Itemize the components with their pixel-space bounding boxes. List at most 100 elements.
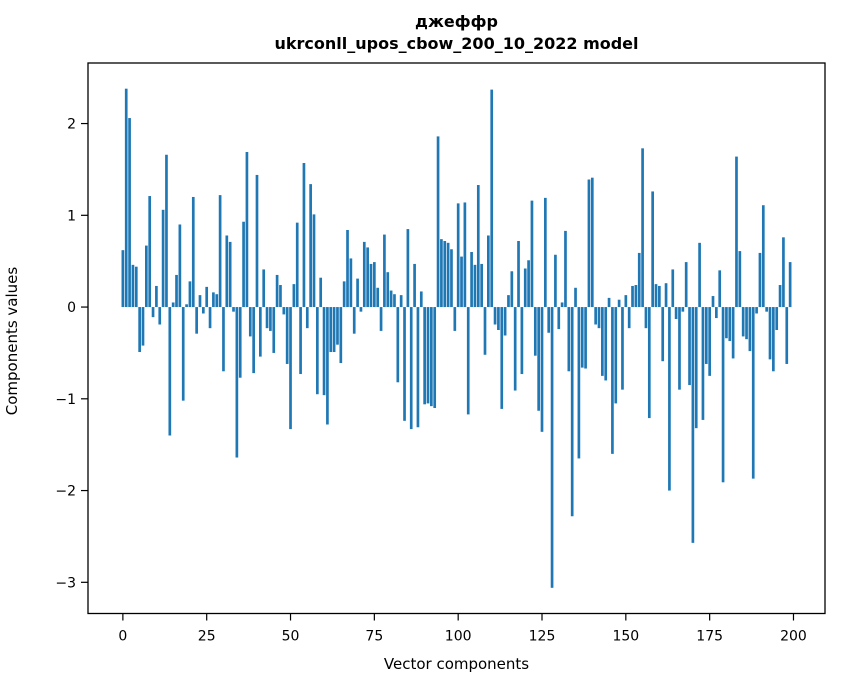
bar-187 <box>748 307 752 352</box>
bar-68 <box>349 258 353 308</box>
bar-39 <box>252 307 255 374</box>
bar-173 <box>701 307 705 420</box>
bar-96 <box>443 241 447 308</box>
bar-95 <box>440 239 443 308</box>
bar-9 <box>151 307 155 318</box>
bar-67 <box>346 229 349 308</box>
bar-141 <box>594 307 597 325</box>
bar-155 <box>641 148 644 308</box>
bar-113 <box>500 307 504 409</box>
bar-154 <box>637 252 641 308</box>
bar-144 <box>604 307 608 381</box>
bar-152 <box>631 285 634 308</box>
bar-50 <box>289 307 292 430</box>
x-tick-label: 150 <box>612 629 639 645</box>
bar-177 <box>715 307 718 319</box>
bar-156 <box>644 307 648 329</box>
bar-93 <box>433 307 437 408</box>
bar-4 <box>134 266 138 308</box>
bar-57 <box>312 214 316 308</box>
x-tick-label: 125 <box>529 629 556 645</box>
bar-2 <box>128 118 131 308</box>
bar-98 <box>450 249 453 308</box>
bar-167 <box>681 307 685 312</box>
axes-frame <box>87 62 826 615</box>
bar-192 <box>765 307 768 312</box>
bar-133 <box>567 307 571 372</box>
chart-title: джеффр ukrconll_upos_cbow_200_10_2022 mo… <box>88 11 825 55</box>
bar-125 <box>540 307 544 432</box>
bar-176 <box>711 296 715 308</box>
bar-174 <box>704 307 708 364</box>
bar-159 <box>654 284 658 308</box>
bar-185 <box>741 307 745 337</box>
bar-47 <box>279 285 282 308</box>
bar-164 <box>671 269 675 308</box>
bar-153 <box>634 285 638 308</box>
bar-134 <box>570 307 574 517</box>
bar-121 <box>527 260 530 308</box>
bar-32 <box>228 241 232 308</box>
bar-149 <box>621 307 624 390</box>
bar-111 <box>493 307 497 325</box>
bar-102 <box>463 202 467 308</box>
bar-22 <box>195 307 198 334</box>
bar-28 <box>215 294 219 308</box>
bar-175 <box>708 307 711 376</box>
bar-110 <box>490 89 494 308</box>
bar-43 <box>265 307 269 329</box>
bar-92 <box>430 307 433 407</box>
bar-106 <box>476 185 480 308</box>
bar-86 <box>409 307 413 430</box>
bar-88 <box>416 307 420 428</box>
bar-46 <box>275 274 279 308</box>
bar-76 <box>376 287 380 308</box>
bar-52 <box>295 222 299 308</box>
bar-126 <box>544 197 547 308</box>
bar-150 <box>624 295 628 308</box>
bar-53 <box>299 307 302 375</box>
bar-34 <box>235 307 239 458</box>
bar-21 <box>191 196 195 308</box>
bar-168 <box>684 262 688 308</box>
bar-137 <box>580 307 584 368</box>
bar-0 <box>121 250 125 308</box>
bar-117 <box>513 307 517 391</box>
bar-170 <box>691 307 695 543</box>
bar-40 <box>255 174 259 308</box>
bar-87 <box>413 263 416 308</box>
bar-145 <box>607 297 611 308</box>
bar-157 <box>647 307 651 419</box>
bar-127 <box>547 307 551 333</box>
bar-172 <box>698 242 701 308</box>
bar-41 <box>259 307 262 357</box>
bar-112 <box>497 307 500 330</box>
bar-140 <box>590 177 594 308</box>
bar-99 <box>453 307 457 331</box>
bar-109 <box>487 235 490 308</box>
bar-123 <box>533 307 537 356</box>
x-tick-label: 25 <box>198 629 216 645</box>
bar-104 <box>470 252 473 308</box>
bar-27 <box>212 292 215 308</box>
bar-14 <box>168 307 172 436</box>
x-axis-label: Vector components <box>383 655 530 673</box>
bar-197 <box>782 237 785 308</box>
chart-title-line2: ukrconll_upos_cbow_200_10_2022 model <box>274 34 639 53</box>
bar-130 <box>557 307 561 330</box>
y-tick-label: 1 <box>67 208 76 224</box>
bar-124 <box>537 307 540 411</box>
bar-116 <box>510 271 514 308</box>
bar-60 <box>322 307 326 396</box>
bar-79 <box>386 272 390 308</box>
bar-198 <box>785 307 789 364</box>
bar-45 <box>272 307 276 353</box>
bar-8 <box>148 196 152 308</box>
bar-78 <box>383 234 386 308</box>
bar-148 <box>617 299 621 308</box>
bar-158 <box>651 191 654 308</box>
bar-190 <box>758 252 762 308</box>
bar-196 <box>778 285 782 308</box>
bar-38 <box>248 307 252 337</box>
y-axis-label: Components values <box>3 266 21 416</box>
